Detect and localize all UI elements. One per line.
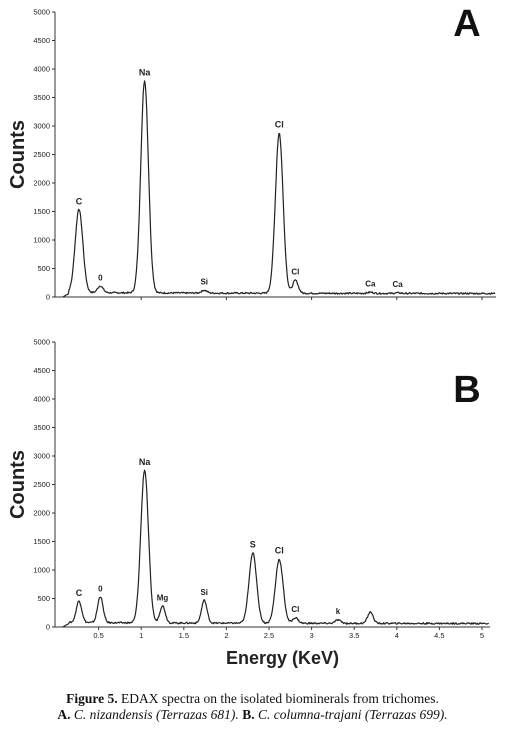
peak-label: Cl [291,605,299,614]
x-tick-label: 2.5 [264,631,274,640]
y-tick-label: 0 [46,293,50,302]
peak-label: k [336,607,341,616]
x-tick-label: 4.5 [434,631,444,640]
peak-label: Si [200,278,208,287]
y-tick-label: 0 [46,623,50,632]
peak-label: Mg [157,593,169,602]
y-tick-label: 3000 [33,122,50,131]
y-tick-label: 500 [37,264,50,273]
y-tick-label: 5000 [33,8,50,17]
y-axis-label: Counts [7,120,29,189]
peak-label: Cl [291,267,299,276]
figure-caption: Figure 5. EDAX spectra on the isolated b… [0,691,505,723]
y-tick-label: 2500 [33,480,50,489]
peak-label: Cl [275,119,284,129]
peak-label: Ca [393,280,404,289]
panel-a-chart: 0 500 1000 1500 2000 2500 3000 3500 4000 4500 5000… [7,3,496,302]
x-tick-label: 1.5 [179,631,189,640]
y-tick-label: 3500 [33,423,50,432]
y-tick-label: 3000 [33,452,50,461]
peak-label: S [250,539,256,549]
caption-figure-label: Figure 5. [66,691,118,706]
peak-label: Na [139,68,151,78]
peak-label: 0 [98,584,103,593]
y-tick-label: 1500 [33,537,50,546]
caption-b-species: C. columna-trajani (Terrazas 699). [254,707,448,722]
edax-figure: 0500100015002000250030003500400045005000… [7,3,496,668]
peak-label: Na [139,457,151,467]
y-tick-label: 2000 [33,509,50,518]
x-tick-label: 3.5 [349,631,359,640]
caption-line-2: A. C. nizandensis (Terrazas 681). B. C. … [0,707,505,723]
y-tick-label: 4000 [33,395,50,404]
panel-label: B [453,369,480,411]
panel-label: A [453,3,480,45]
y-tick-label: 5000 [33,338,50,347]
y-tick-label: 1500 [33,207,50,216]
x-tick-label: 2 [224,631,228,640]
y-tick-label: 1000 [33,566,50,575]
y-tick-label: 4500 [33,366,50,375]
spectrum-line [62,469,489,628]
y-tick-label: 2000 [33,179,50,188]
x-axis-label: Energy (KeV) [226,648,339,668]
peak-label: Si [200,588,208,597]
peak-label: Ca [365,279,376,288]
x-tick-label: 4 [395,631,399,640]
panel-b-chart: 0 500 1000 1500 2000 2500 3000 3500 4000 4500 5000… [7,338,490,668]
peak-label: C [76,196,83,206]
caption-a-label: A. [57,707,71,722]
x-tick-label: 0.5 [93,631,103,640]
peak-label: C [76,588,83,598]
y-tick-label: 1000 [33,236,50,245]
y-tick-label: 4000 [33,65,50,74]
caption-line-1: Figure 5. EDAX spectra on the isolated b… [0,691,505,707]
spectrum-line [62,80,496,298]
x-tick-label: 5 [480,631,484,640]
y-axis-label: Counts [7,450,29,519]
caption-b-label: B. [238,707,255,722]
y-tick-label: 4500 [33,36,50,45]
caption-a-species: C. nizandensis (Terrazas 681). [70,707,239,722]
x-tick-label: 1 [139,631,143,640]
y-tick-label: 3500 [33,93,50,102]
caption-description: EDAX spectra on the isolated biominerals… [117,691,439,706]
y-tick-label: 500 [37,594,50,603]
y-tick-label: 2500 [33,150,50,159]
peak-label: Cl [275,546,284,556]
peak-label: 0 [98,274,103,283]
x-tick-label: 3 [310,631,314,640]
